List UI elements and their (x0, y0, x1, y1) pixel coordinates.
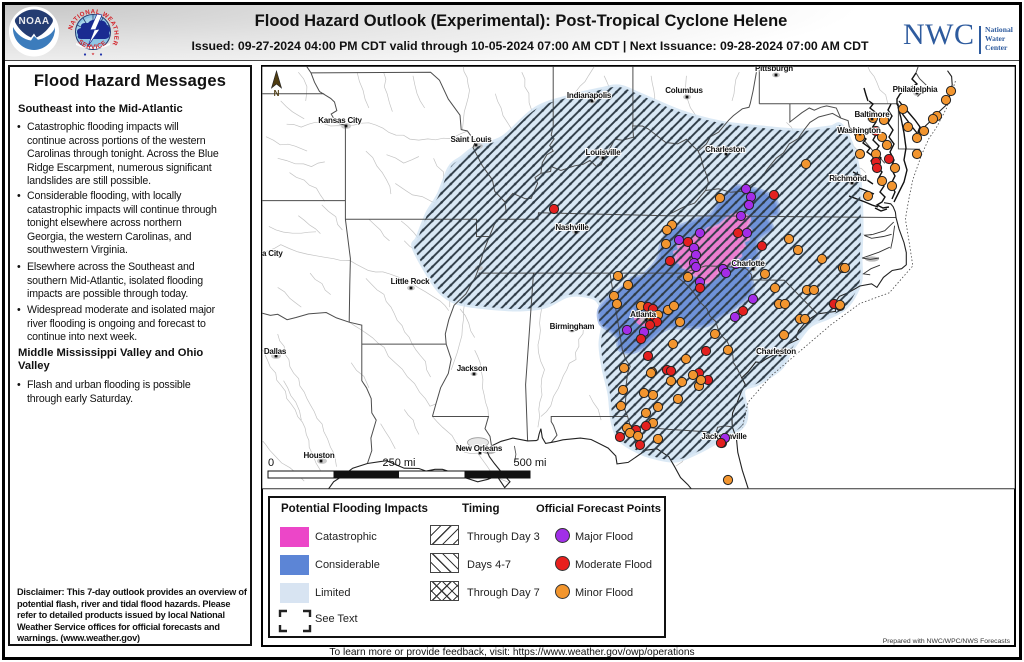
svg-text:New Orleans: New Orleans (456, 444, 503, 453)
svg-text:Houston: Houston (303, 451, 334, 460)
svg-text:Columbus: Columbus (665, 86, 703, 95)
svg-text:Indianapolis: Indianapolis (567, 91, 612, 100)
svg-text:NOAA: NOAA (18, 16, 49, 27)
svg-text:250 mi: 250 mi (382, 457, 415, 469)
svg-text:Philadelphia: Philadelphia (893, 85, 938, 94)
svg-text:Saint Louis: Saint Louis (451, 135, 493, 144)
svg-text:Louisville: Louisville (586, 148, 622, 157)
svg-text:Atlanta: Atlanta (630, 310, 656, 319)
svg-text:Little Rock: Little Rock (391, 277, 430, 286)
svg-text:Kansas City: Kansas City (318, 116, 362, 125)
svg-text:Jackson: Jackson (457, 364, 488, 373)
svg-text:N: N (274, 89, 280, 98)
svg-text:a City: a City (262, 249, 283, 258)
svg-text:Washington: Washington (837, 126, 881, 135)
svg-text:0: 0 (268, 457, 274, 469)
svg-text:Charleston: Charleston (705, 145, 745, 154)
svg-text:Nashville: Nashville (555, 223, 589, 232)
svg-text:Charlotte: Charlotte (731, 259, 765, 268)
svg-text:Pittsburgh: Pittsburgh (755, 64, 793, 73)
svg-text:Charleston: Charleston (756, 347, 796, 356)
svg-text:Dallas: Dallas (264, 347, 287, 356)
svg-text:500 mi: 500 mi (513, 457, 546, 469)
svg-text:Birmingham: Birmingham (550, 322, 595, 331)
svg-text:Richmond: Richmond (829, 174, 867, 183)
svg-text:Baltimore: Baltimore (854, 110, 890, 119)
